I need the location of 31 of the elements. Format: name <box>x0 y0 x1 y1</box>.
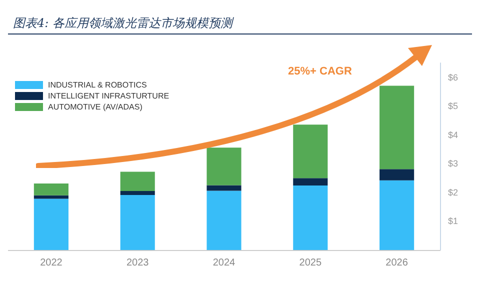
bar <box>120 191 155 196</box>
legend-label: INTELLIGENT INFRASTURTURE <box>48 92 170 100</box>
x-tick-label: 2025 <box>299 258 322 268</box>
bar <box>380 180 414 250</box>
bar <box>34 184 68 196</box>
y-tick-label: $3 <box>448 158 458 169</box>
y-tick-label: $5 <box>448 101 458 112</box>
bar <box>34 195 68 199</box>
bar <box>293 186 328 250</box>
bar <box>380 86 414 170</box>
x-tick-label: 2026 <box>386 258 408 268</box>
bar <box>34 198 68 250</box>
y-tick-label: $1 <box>448 216 458 226</box>
bar <box>120 172 155 192</box>
bar <box>293 124 328 178</box>
bar <box>206 190 242 250</box>
legend-label: AUTOMOTIVE (AV/ADAS) <box>48 102 143 112</box>
y-tick-label: $2 <box>448 187 458 198</box>
x-tick-label: 2023 <box>126 258 150 268</box>
annotation: 25%+ CAGR <box>288 66 352 78</box>
x-tick-label: 2022 <box>40 258 63 268</box>
y-tick-label: $4 <box>448 130 458 140</box>
bar <box>380 169 414 180</box>
chart-title: 图表4: 各应用领域激光雷达市场规模预测 <box>13 16 234 30</box>
bar <box>206 185 242 191</box>
x-tick-label: 2024 <box>212 258 236 268</box>
legend-label: INDUSTRIAL & ROBOTICS <box>48 80 147 90</box>
bar <box>293 178 328 186</box>
bar <box>206 148 242 186</box>
bar <box>120 195 155 250</box>
y-tick-label: $6 <box>448 72 458 82</box>
